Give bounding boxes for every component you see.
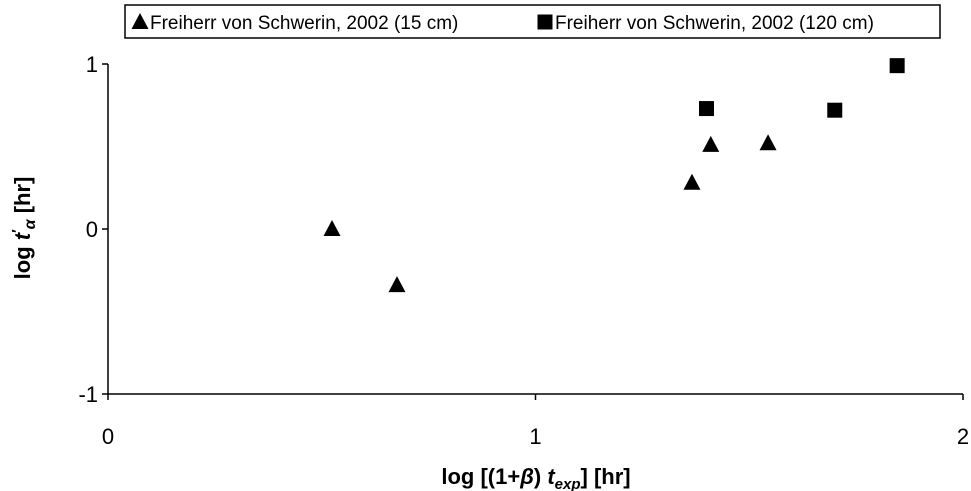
y-tick-label: 1 <box>86 52 98 77</box>
point <box>699 101 714 117</box>
y-label-part: ′ <box>9 229 26 233</box>
y-label-part: α <box>22 218 39 229</box>
x-label-part: exp <box>555 476 581 491</box>
point <box>388 276 406 293</box>
legend-box <box>124 4 941 39</box>
point <box>759 134 777 151</box>
x-tick-label: 1 <box>529 424 541 449</box>
y-label-part: [hr] <box>10 177 35 220</box>
x-label-part: ] [hr] <box>581 464 631 489</box>
point <box>827 102 843 118</box>
x-label-part: t <box>547 464 556 489</box>
x-tick-label: 2 <box>957 424 969 449</box>
y-label-part: log <box>10 240 35 279</box>
y-tick-label: 0 <box>86 217 98 242</box>
point <box>889 58 905 74</box>
y-axis-label: log t′α [hr] <box>9 177 39 280</box>
x-label-part: β <box>519 464 534 489</box>
x-axis-label: log [(1+β) texp] [hr] <box>441 464 630 491</box>
legend-label: Freiherr von Schwerin, 2002 (120 cm) <box>555 13 874 34</box>
x-tick-label: 0 <box>102 424 114 449</box>
point <box>683 173 701 190</box>
x-label-part: ) <box>534 464 547 489</box>
y-label-part: t <box>10 231 35 240</box>
legend-marker <box>537 14 553 30</box>
y-tick-label: -1 <box>78 382 98 407</box>
point <box>702 135 720 152</box>
point <box>323 220 341 236</box>
legend-marker <box>131 13 149 29</box>
x-label-part: log [(1+ <box>441 464 520 489</box>
legend-label: Freiherr von Schwerin, 2002 (15 cm) <box>150 13 458 34</box>
